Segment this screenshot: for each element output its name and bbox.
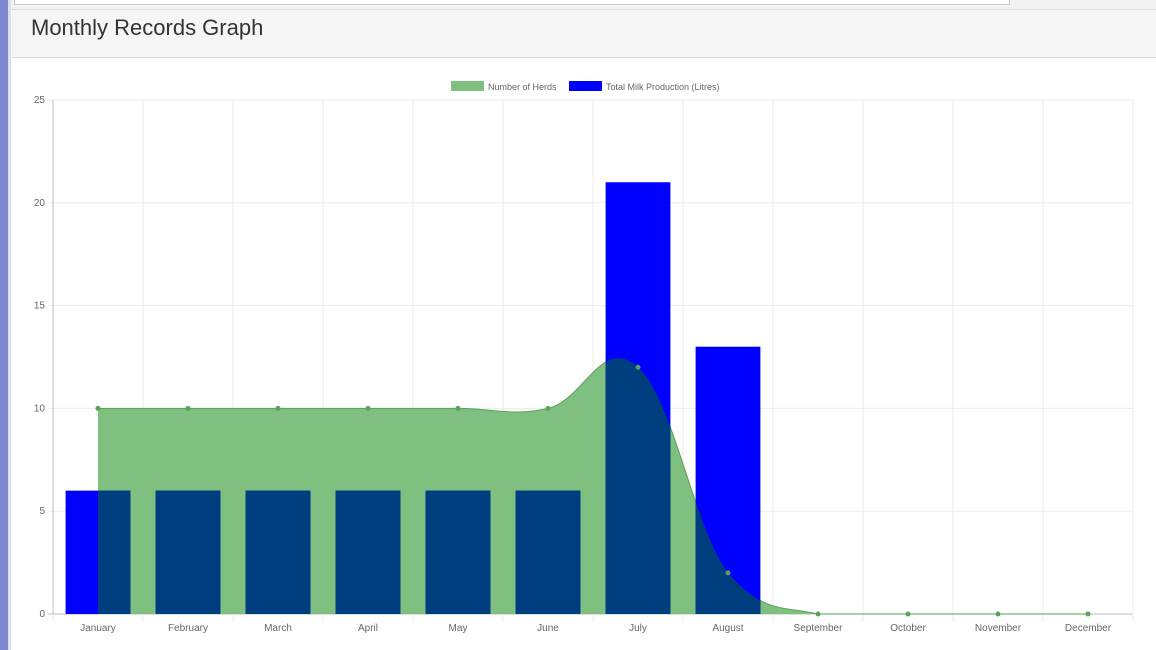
milk-bar-overlap	[98, 490, 131, 614]
left-sidebar-strip	[0, 0, 8, 650]
x-tick-label: May	[449, 623, 468, 634]
legend-label[interactable]: Number of Herds	[488, 82, 557, 92]
milk-bar-overlap	[245, 490, 311, 614]
top-input-field[interactable]	[14, 0, 1010, 5]
y-tick-label: 15	[34, 301, 46, 312]
panel-header: Monthly Records Graph	[12, 10, 1156, 58]
milk-bar-overlap	[155, 490, 221, 614]
top-bar	[11, 0, 1156, 10]
y-tick-label: 5	[39, 506, 45, 517]
legend-label[interactable]: Total Milk Production (Litres)	[606, 82, 720, 92]
legend[interactable]: Number of Herds Total Milk Production (Li…	[451, 81, 720, 92]
herds-point-july[interactable]	[635, 364, 641, 370]
x-tick-label: August	[712, 623, 743, 634]
milk-bar-overlap	[335, 490, 401, 614]
x-tick-label: September	[794, 623, 844, 634]
milk-bar-overlap	[515, 490, 581, 614]
herds-point-november[interactable]	[995, 611, 1001, 617]
legend-swatch[interactable]	[451, 81, 484, 91]
x-tick-label: July	[629, 623, 647, 634]
x-tick-label: June	[537, 623, 559, 634]
page-title: Monthly Records Graph	[31, 15, 264, 40]
y-tick-label: 0	[39, 609, 45, 620]
x-tick-label: November	[975, 623, 1022, 634]
herds-point-april[interactable]	[365, 405, 371, 411]
x-tick-label: December	[1065, 623, 1112, 634]
milk-bar-overlap	[605, 358, 671, 614]
y-tick-label: 20	[34, 198, 46, 209]
herds-point-august[interactable]	[725, 570, 731, 576]
herds-point-february[interactable]	[185, 405, 191, 411]
herds-points	[95, 364, 1091, 617]
herds-point-march[interactable]	[275, 405, 281, 411]
milk-bar-overlap	[425, 490, 491, 614]
x-tick-label: October	[890, 623, 926, 634]
herds-point-january[interactable]	[95, 405, 101, 411]
y-tick-label: 25	[34, 95, 46, 106]
legend-swatch[interactable]	[569, 81, 602, 91]
x-tick-label: March	[264, 623, 292, 634]
x-tick-label: January	[80, 623, 116, 634]
sidebar-edge	[8, 0, 11, 650]
axes: 0 5 10 15 20 25 January February March April May Ju…	[34, 95, 1112, 634]
x-tick-label: February	[168, 623, 208, 634]
herds-point-may[interactable]	[455, 405, 461, 411]
y-tick-label: 10	[34, 403, 46, 414]
herds-point-december[interactable]	[1085, 611, 1091, 617]
herds-point-september[interactable]	[815, 611, 821, 617]
herds-point-october[interactable]	[905, 611, 911, 617]
herds-point-june[interactable]	[545, 405, 551, 411]
x-tick-label: April	[358, 623, 378, 634]
